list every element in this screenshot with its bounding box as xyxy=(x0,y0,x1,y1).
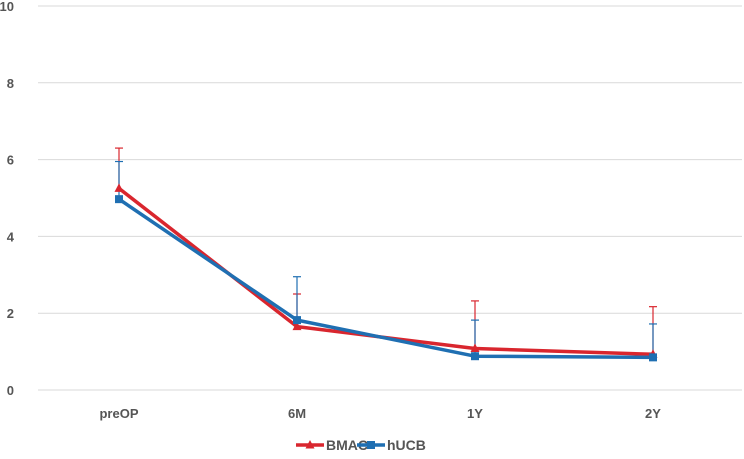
y-tick-label-2: 2 xyxy=(7,306,14,321)
data-point-bmac-6m xyxy=(292,321,302,331)
series-markers xyxy=(114,183,658,362)
y-tick-label-10: 10 xyxy=(0,0,14,14)
data-point-bmac-1y xyxy=(470,343,480,353)
x-tick-label-2y: 2Y xyxy=(645,406,661,421)
legend-label-bmac: BMAC xyxy=(326,437,368,453)
data-point-hucb-6m xyxy=(293,316,301,325)
y-tick-label-6: 6 xyxy=(7,153,14,168)
y-tick-label-0: 0 xyxy=(7,383,14,398)
data-point-hucb-1y xyxy=(471,352,479,361)
series-lines xyxy=(117,186,655,360)
x-tick-label-preop: preOP xyxy=(99,406,138,421)
x-tick-label-1y: 1Y xyxy=(467,406,483,421)
series-line-hucb xyxy=(117,197,655,360)
legend: BMAC hUCB xyxy=(296,437,426,453)
x-axis-ticks: preOP 6M 1Y 2Y xyxy=(99,406,661,421)
x-tick-label-6m: 6M xyxy=(288,406,306,421)
y-axis-ticks: 0 2 4 6 8 10 xyxy=(0,0,15,398)
data-point-hucb-preop xyxy=(115,195,123,204)
y-tick-label-4: 4 xyxy=(7,229,15,244)
legend-label-hucb: hUCB xyxy=(387,437,426,453)
data-point-hucb-2y xyxy=(649,353,657,362)
gridlines xyxy=(38,5,742,391)
series-line-bmac xyxy=(117,186,655,357)
legend-marker-hucb xyxy=(367,441,375,449)
data-point-bmac-preop xyxy=(114,183,124,192)
y-tick-label-8: 8 xyxy=(7,76,14,91)
legend-marker-bmac xyxy=(305,440,315,449)
